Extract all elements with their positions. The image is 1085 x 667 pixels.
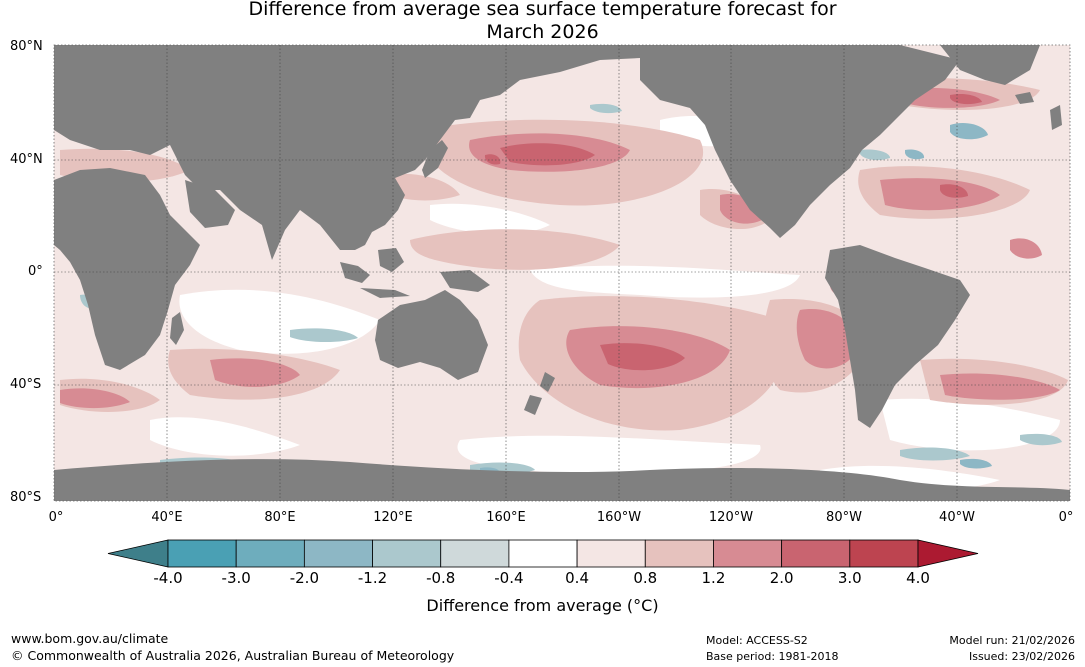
japan bbox=[422, 140, 448, 178]
footer-model-run: Model run: 21/02/2026 bbox=[949, 634, 1075, 647]
colorbar-swatch bbox=[576, 539, 646, 568]
colorbar-tick-label: 3.0 bbox=[837, 569, 862, 587]
new-zealand-south bbox=[524, 395, 542, 415]
java bbox=[360, 288, 410, 298]
africa bbox=[54, 168, 200, 370]
lon-label-0: 0° bbox=[48, 510, 64, 525]
colorbar-arrow-high bbox=[917, 539, 979, 568]
colorbar-tick-label: -3.0 bbox=[221, 569, 251, 587]
uk bbox=[1050, 105, 1062, 130]
lon-label-80w: 80°W bbox=[826, 510, 862, 525]
colorbar bbox=[107, 539, 979, 568]
lat-label-80s: 80°S bbox=[10, 490, 42, 505]
footer-issued: Issued: 23/02/2026 bbox=[968, 650, 1075, 663]
colorbar-tick-label: -1.2 bbox=[357, 569, 388, 587]
eurasia bbox=[54, 45, 650, 260]
colorbar-tick-label: 4.0 bbox=[906, 569, 930, 587]
strong-cool-areas bbox=[480, 123, 992, 475]
colorbar-swatch bbox=[440, 539, 510, 568]
arabia bbox=[185, 180, 235, 228]
south-america bbox=[825, 245, 970, 428]
lat-label-40s: 40°S bbox=[10, 377, 42, 392]
colorbar-swatch bbox=[235, 539, 305, 568]
colorbar-swatch bbox=[644, 539, 714, 568]
greenland bbox=[940, 45, 1040, 85]
colorbar-label: Difference from average (°C) bbox=[426, 596, 659, 615]
lon-label-120w: 120°W bbox=[708, 510, 754, 525]
sumatra bbox=[340, 262, 370, 283]
lat-label-equator: 0° bbox=[28, 264, 43, 279]
lon-label-160w: 160°W bbox=[596, 510, 642, 525]
footer-copyright: © Commonwealth of Australia 2026, Austra… bbox=[11, 648, 455, 663]
colorbar-swatch bbox=[713, 539, 783, 568]
colorbar-swatch bbox=[303, 539, 373, 568]
colorbar-tick-label: 0.4 bbox=[565, 569, 589, 587]
lon-label-0-east: 0° bbox=[1058, 510, 1074, 525]
north-america bbox=[640, 45, 960, 238]
lon-label-160e: 160°E bbox=[486, 510, 526, 525]
colorbar-swatch bbox=[372, 539, 442, 568]
colorbar-tick-label: 0.8 bbox=[633, 569, 658, 587]
colorbar-tick-label: 2.0 bbox=[769, 569, 794, 587]
lon-label-40w: 40°W bbox=[939, 510, 975, 525]
footer-model: Model: ACCESS-S2 bbox=[706, 634, 808, 647]
colorbar-tick-label: -0.4 bbox=[494, 569, 524, 587]
new-zealand-north bbox=[540, 372, 555, 392]
title-line-2: March 2026 bbox=[486, 21, 599, 43]
lon-label-40e: 40°E bbox=[151, 510, 183, 525]
australia bbox=[375, 290, 488, 380]
title-line-1: Difference from average sea surface temp… bbox=[248, 0, 837, 20]
lat-label-40n: 40°N bbox=[10, 152, 43, 167]
new-guinea bbox=[440, 270, 490, 292]
iceland bbox=[1015, 92, 1034, 104]
footer-url[interactable]: www.bom.gov.au/climate bbox=[11, 631, 169, 646]
colorbar-tick-label: -0.8 bbox=[426, 569, 456, 587]
madagascar bbox=[170, 312, 184, 345]
lat-label-80n: 80°N bbox=[10, 39, 43, 54]
map-frame bbox=[53, 44, 1071, 502]
colorbar-tick-label: -2.0 bbox=[289, 569, 319, 587]
colorbar-swatch bbox=[167, 539, 237, 568]
colorbar-swatch bbox=[849, 539, 919, 568]
graticule bbox=[54, 45, 1070, 501]
land-masses bbox=[54, 45, 1070, 501]
colorbar-tick-label: 1.2 bbox=[701, 569, 726, 587]
lon-label-120e: 120°E bbox=[373, 510, 413, 525]
colorbar-tick-label: -4.0 bbox=[153, 569, 183, 587]
map-field bbox=[54, 45, 1070, 501]
colorbar-swatch bbox=[508, 539, 578, 568]
antarctica bbox=[54, 459, 1070, 501]
lon-label-80e: 80°E bbox=[264, 510, 296, 525]
map-title: Difference from average sea surface temp… bbox=[0, 0, 1085, 44]
borneo bbox=[378, 248, 404, 272]
colorbar-swatch bbox=[781, 539, 851, 568]
footer-base-period: Base period: 1981-2018 bbox=[706, 650, 839, 663]
colorbar-arrow-low bbox=[107, 539, 169, 568]
